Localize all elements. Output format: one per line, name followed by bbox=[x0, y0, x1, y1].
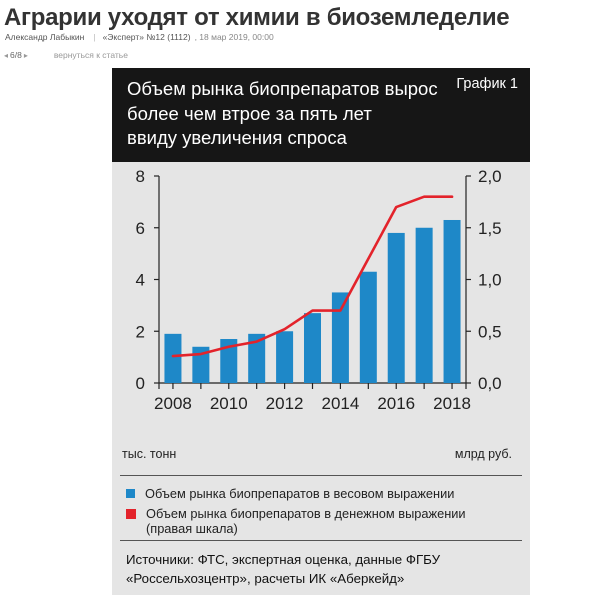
legend-item-line: Объем рынка биопрепаратов в денежном выр… bbox=[126, 506, 518, 536]
chart-header: Объем рынка биопрепаратов вырос более че… bbox=[112, 68, 530, 162]
article-meta: Александр Лабыкин | «Эксперт» №12 (1112)… bbox=[5, 32, 274, 42]
x-tick-label: 2010 bbox=[210, 394, 248, 413]
y-left-tick-label: 4 bbox=[136, 271, 145, 290]
bar bbox=[359, 271, 377, 383]
x-tick-label: 2014 bbox=[321, 394, 359, 413]
chart-tag: График 1 bbox=[456, 76, 518, 92]
back-to-article-link[interactable]: вернуться к статье bbox=[53, 50, 128, 60]
chart-plot: 0 2 4 6 8 0,0 0,5 1,0 1,5 2,0 2008 2010 2012 2014 2016… bbox=[136, 167, 502, 413]
y-right-tick-label: 2,0 bbox=[478, 167, 502, 186]
legend-label-line-part: Объем рынка биопрепаратов в денежном выр… bbox=[146, 506, 466, 521]
bar bbox=[387, 232, 405, 383]
y-left-tick-label: 0 bbox=[136, 374, 145, 393]
y-left-tick-label: 6 bbox=[136, 219, 145, 238]
bar bbox=[220, 339, 238, 383]
right-axis-unit: млрд руб. bbox=[454, 447, 512, 461]
bar bbox=[164, 333, 182, 383]
y-right-tick-label: 0,5 bbox=[478, 322, 502, 341]
x-tick-label: 2008 bbox=[154, 394, 192, 413]
next-arrow-icon[interactable]: ▸ bbox=[23, 50, 28, 60]
legend-marker-line bbox=[126, 508, 136, 519]
legend-item-bars: Объем рынка биопрепаратов в весовом выра… bbox=[126, 486, 518, 501]
bar bbox=[304, 313, 321, 383]
x-tick-label: 2018 bbox=[433, 394, 471, 413]
pager-count: 6/8 bbox=[10, 50, 22, 60]
gallery-pager: ◂ 6/8 ▸ вернуться к статье bbox=[2, 50, 128, 60]
y-left-tick-label: 8 bbox=[136, 167, 145, 186]
publish-date: , 18 мар 2019, 00:00 bbox=[194, 32, 274, 42]
x-tick-label: 2012 bbox=[266, 394, 304, 413]
chart-sources: Источники: ФТС, экспертная оценка, данны… bbox=[126, 550, 522, 588]
divider bbox=[120, 540, 522, 541]
legend-label-bars: Объем рынка биопрепаратов в весовом выра… bbox=[145, 486, 455, 501]
author-link[interactable]: Александр Лабыкин bbox=[5, 32, 85, 42]
prev-arrow-icon[interactable]: ◂ bbox=[4, 50, 9, 60]
chart-legend: Объем рынка биопрепаратов в весовом выра… bbox=[126, 486, 518, 541]
bar bbox=[443, 219, 461, 383]
legend-label-line-part: (правая шкала) bbox=[146, 521, 238, 536]
chart-title-line: Объем рынка биопрепаратов вырос bbox=[127, 78, 438, 99]
chart-title: Объем рынка биопрепаратов вырос более че… bbox=[127, 77, 447, 151]
sources-line: «Россельхозцентр», расчеты ИК «Аберкейд» bbox=[126, 571, 405, 586]
sources-line: Источники: ФТС, экспертная оценка, данны… bbox=[126, 552, 441, 567]
chart-figure: Объем рынка биопрепаратов вырос более че… bbox=[112, 68, 530, 595]
bar bbox=[192, 346, 210, 383]
article-title: Аграрии уходят от химии в биоземледелие bbox=[4, 4, 510, 31]
y-right-tick-label: 1,5 bbox=[478, 219, 502, 238]
money-line-series bbox=[171, 195, 454, 358]
legend-marker-bars bbox=[126, 489, 135, 498]
y-left-tick-label: 2 bbox=[136, 322, 145, 341]
y-right-tick-label: 0,0 bbox=[478, 374, 502, 393]
bar bbox=[276, 331, 294, 383]
divider bbox=[120, 475, 522, 476]
meta-separator: | bbox=[93, 32, 96, 42]
chart-title-line: более чем втрое за пять лет bbox=[127, 102, 372, 124]
y-right-tick-label: 1,0 bbox=[478, 271, 502, 290]
bar bbox=[331, 292, 349, 383]
legend-label-line: Объем рынка биопрепаратов в денежном выр… bbox=[146, 506, 466, 536]
left-axis-unit: тыс. тонн bbox=[122, 447, 177, 461]
x-tick-label: 2016 bbox=[377, 394, 415, 413]
issue-link[interactable]: «Эксперт» №12 (1112) bbox=[102, 32, 191, 42]
bar bbox=[248, 333, 266, 383]
chart-title-line: ввиду увеличения спроса bbox=[127, 127, 347, 148]
bar bbox=[415, 227, 433, 383]
